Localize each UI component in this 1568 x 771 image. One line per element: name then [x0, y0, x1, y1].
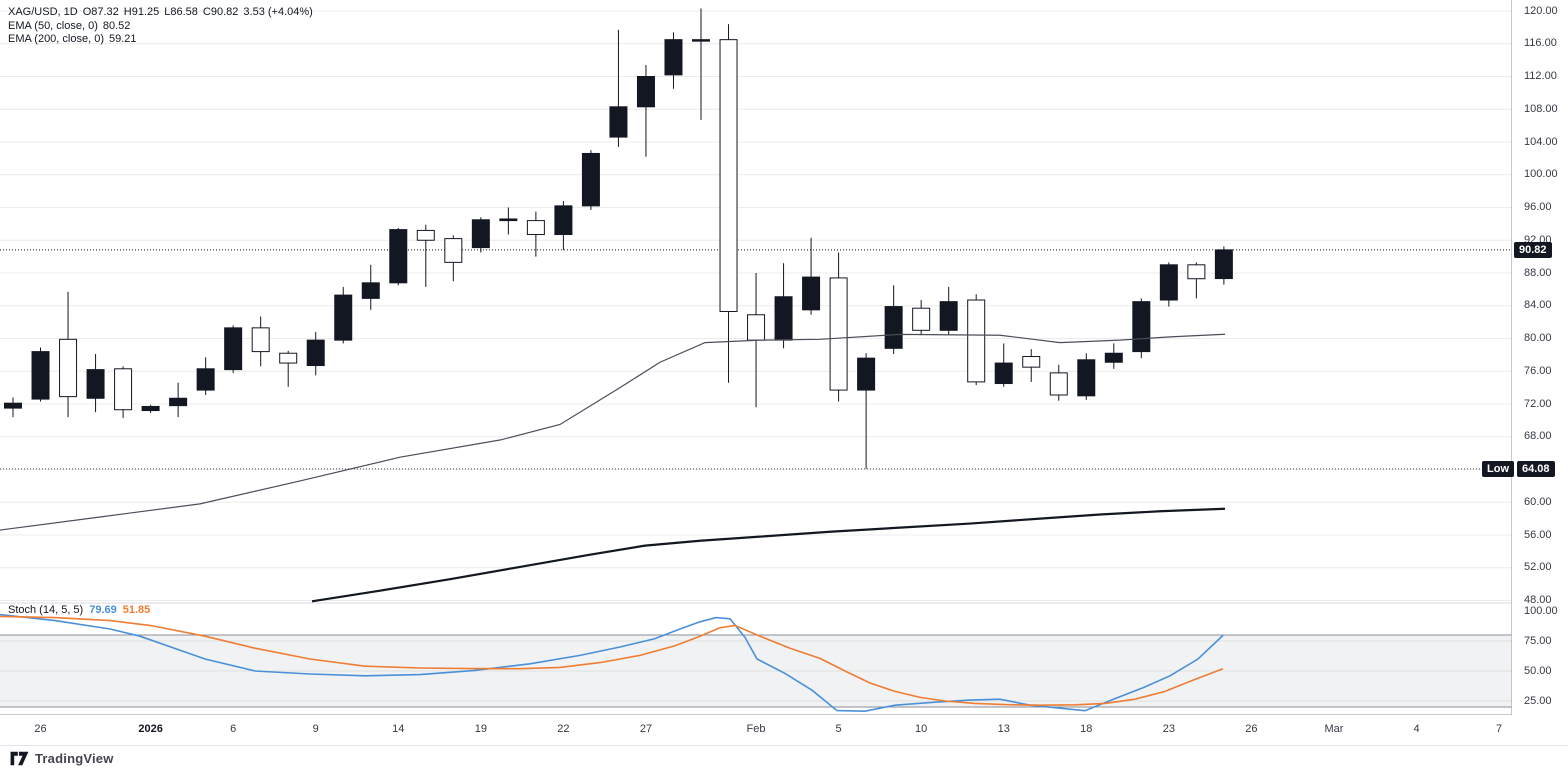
footer-bar: TradingView	[0, 745, 1568, 771]
ohlc-low: L86.58	[164, 6, 198, 18]
price-axis-label: 120.00	[1524, 4, 1558, 17]
ohlc-close: C90.82	[202, 6, 239, 18]
time-axis-label: 7	[1496, 723, 1503, 735]
stoch-d-value: 51.85	[122, 604, 151, 616]
tradingview-logo-icon	[10, 751, 29, 766]
stoch-axis-label: 75.00	[1524, 634, 1552, 647]
low-marker: Low 64.08	[1482, 460, 1555, 477]
time-axis-label: 10	[915, 723, 928, 735]
time-axis-label: 14	[392, 723, 405, 735]
price-axis-label: 48.00	[1524, 594, 1552, 606]
price-axis-label: 108.00	[1524, 102, 1558, 115]
symbol-title: XAG/USD, 1D	[8, 6, 78, 18]
time-axis-label: 26	[1245, 723, 1258, 735]
price-axis-label: 60.00	[1524, 495, 1552, 508]
price-axis-label: 72.00	[1524, 397, 1552, 410]
price-axis-label: 52.00	[1524, 561, 1552, 574]
time-axis-label: 2026	[138, 723, 163, 735]
price-axis-label: 76.00	[1524, 364, 1552, 377]
tradingview-logo-text: TradingView	[35, 751, 114, 766]
price-axis-label: 84.00	[1524, 299, 1552, 312]
time-axis-label: 5	[835, 723, 842, 735]
ohlc-change: 3.53 (+4.04%)	[243, 6, 313, 18]
time-axis-label: 13	[997, 723, 1010, 735]
low-label-chip: Low	[1482, 460, 1514, 477]
stoch-label: Stoch (14, 5, 5)	[8, 604, 84, 616]
time-axis[interactable]: 26 2026 6 9 14 19 22 27 Feb 5 10 13 18 23 26 Mar 4 7	[0, 715, 1568, 745]
time-axis-label: 9	[312, 723, 319, 735]
time-axis-label: Feb	[746, 723, 766, 735]
price-axis-label: 104.00	[1524, 135, 1558, 148]
time-axis-label: 27	[639, 723, 653, 735]
price-axis-label: 96.00	[1524, 201, 1552, 213]
time-axis-label: 23	[1162, 723, 1175, 735]
symbol-legend-row[interactable]: XAG/USD, 1D O87.32 H91.25 L86.58 C90.82 3.53 …	[8, 6, 313, 20]
stoch-axis-label: 50.00	[1524, 664, 1552, 677]
price-axis-label: 56.00	[1524, 528, 1552, 541]
stoch-axis-label: 25.00	[1524, 694, 1552, 707]
ema50-legend-row[interactable]: EMA (50, close, 0) 80.52	[8, 20, 313, 34]
time-axis-label: 18	[1080, 723, 1093, 735]
time-axis-label: Mar	[1324, 723, 1344, 735]
price-axis[interactable]: 120.00 116.00 112.00 108.00 104.00 100.00 96.0…	[1512, 0, 1568, 745]
last-price-badge: 90.82	[1514, 241, 1552, 258]
time-axis-label: 22	[557, 723, 570, 735]
price-axis-label: 116.00	[1524, 37, 1557, 50]
ema50-value: 80.52	[102, 19, 131, 32]
stoch-legend-row[interactable]: Stoch (14, 5, 5) 79.69 51.85	[8, 604, 150, 616]
price-axis-label: 112.00	[1524, 70, 1557, 82]
main-legend: XAG/USD, 1D O87.32 H91.25 L86.58 C90.82 3.53 …	[8, 6, 313, 47]
time-axis-label: 19	[474, 723, 487, 735]
stoch-axis-label: 100.00	[1524, 604, 1558, 617]
price-axis-label: 100.00	[1524, 168, 1558, 181]
ema200-value: 59.21	[109, 33, 137, 45]
time-axis-label: 6	[230, 723, 237, 735]
stoch-k-value: 79.69	[89, 604, 117, 616]
price-axis-label: 80.00	[1524, 332, 1552, 344]
time-axis-label: 26	[34, 723, 47, 735]
low-value-chip: 64.08	[1517, 460, 1555, 477]
ema200-legend-row[interactable]: EMA (200, close, 0) 59.21	[8, 33, 313, 47]
ema50-label: EMA (50, close, 0)	[8, 19, 98, 32]
price-axis-label: 68.00	[1524, 430, 1552, 443]
ohlc-high: H91.25	[123, 6, 160, 18]
ohlc-open: O87.32	[82, 6, 119, 18]
price-axis-label: 88.00	[1524, 266, 1552, 279]
tradingview-logo[interactable]: TradingView	[10, 751, 114, 766]
ema200-label: EMA (200, close, 0)	[8, 33, 104, 45]
time-axis-label: 4	[1413, 723, 1420, 735]
